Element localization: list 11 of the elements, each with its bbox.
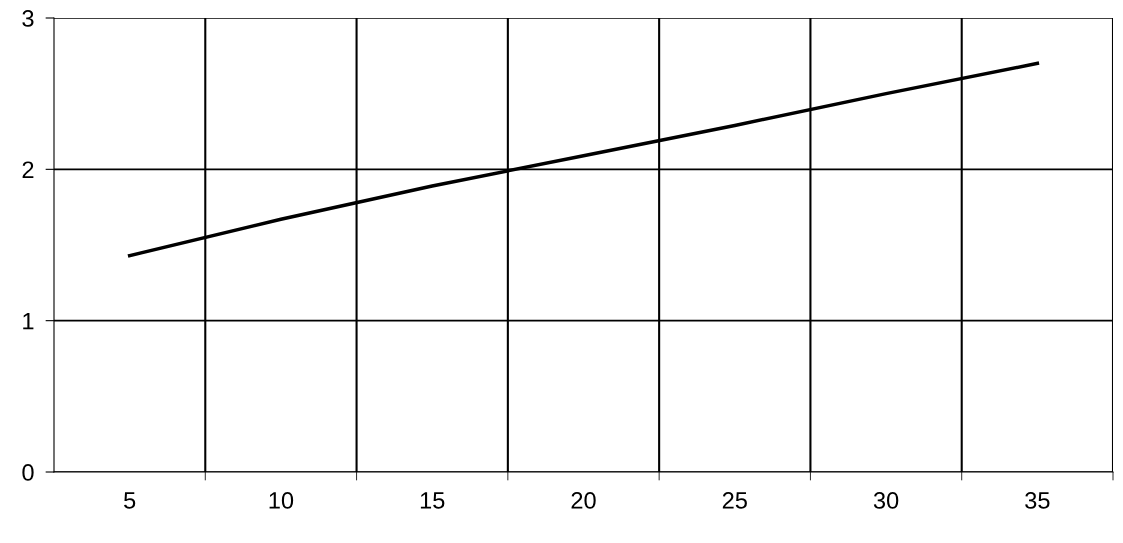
x-tick-label: 25	[722, 492, 747, 509]
x-tick-label: 30	[873, 492, 899, 509]
x-tick-label: 10	[269, 492, 294, 509]
y-tick-label: 0	[22, 464, 34, 481]
y-tick-label: 3	[22, 10, 34, 27]
x-tick-label: 35	[1025, 492, 1050, 509]
x-tick-label: 20	[571, 492, 596, 509]
y-tick-label: 1	[23, 312, 34, 330]
x-tick-label: 5	[124, 492, 136, 509]
x-tick-label: 15	[420, 492, 445, 509]
y-tick-label: 2	[22, 161, 34, 178]
